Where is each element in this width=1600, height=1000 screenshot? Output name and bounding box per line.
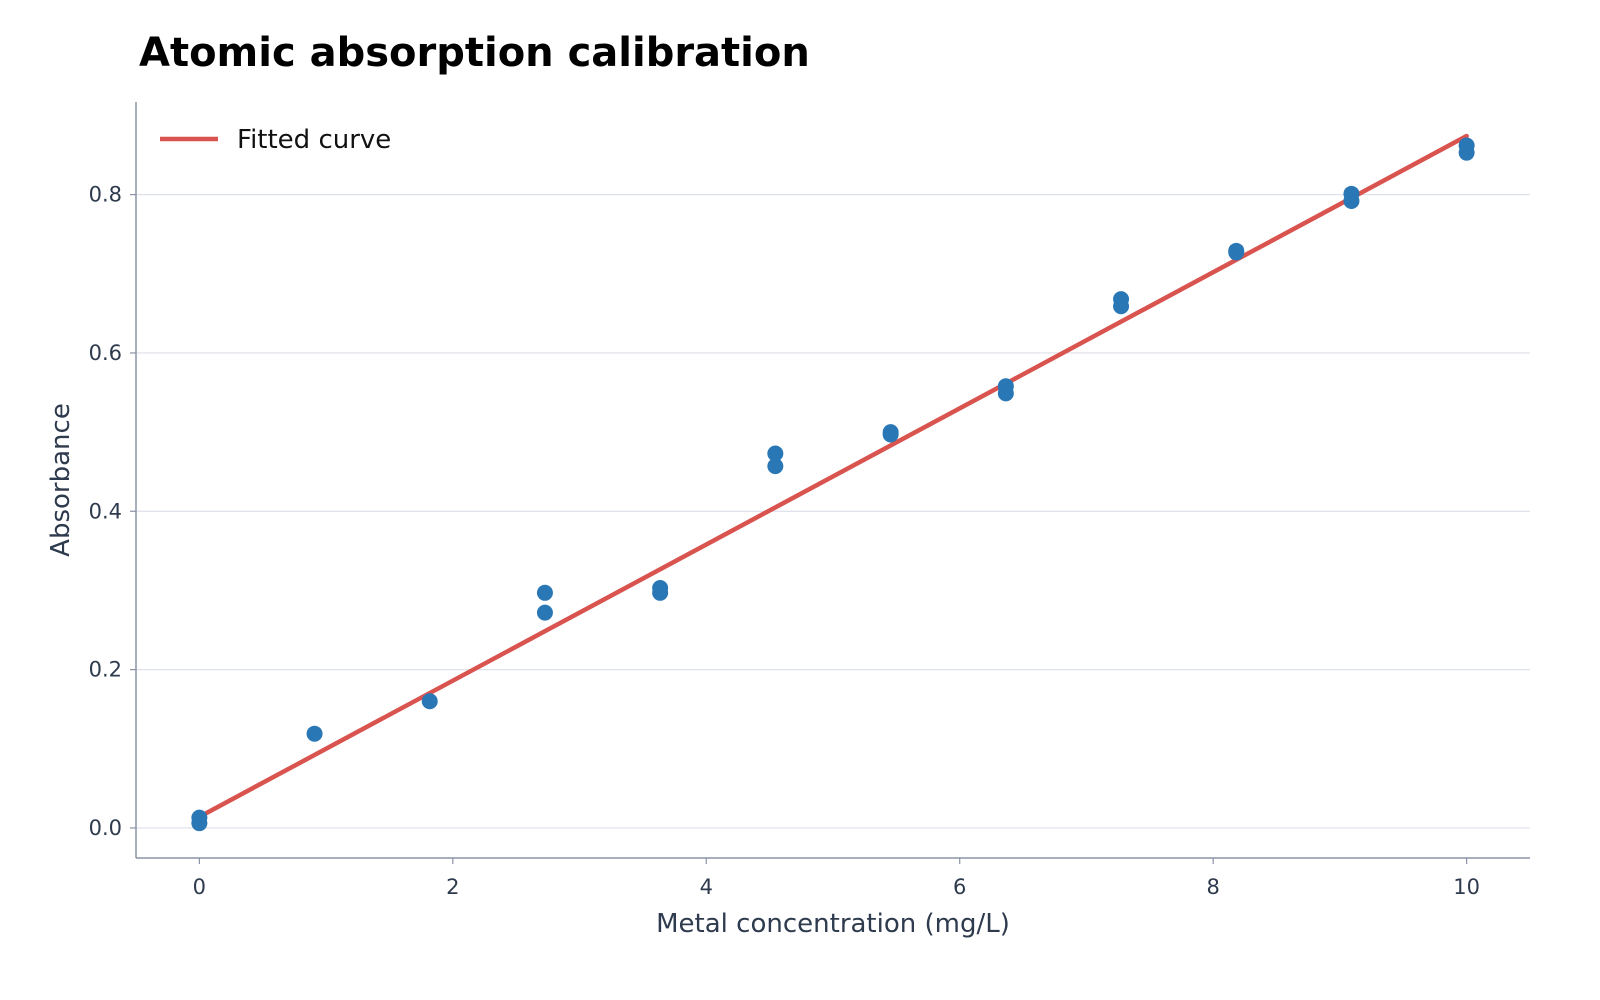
data-point [767, 458, 784, 475]
data-point [882, 426, 899, 443]
ticks: 0.0 0.2 0.4 0.6 0.8 0 2 4 6 8 10 [89, 183, 1480, 899]
data-point [652, 584, 669, 601]
x-tick-label: 0 [193, 875, 206, 899]
legend: Fitted curve [160, 125, 391, 155]
legend-label: Fitted curve [237, 125, 391, 155]
x-tick-label: 8 [1206, 875, 1219, 899]
y-axis-label: Absorbance [46, 403, 76, 557]
fitted-curve-line [197, 133, 1469, 820]
x-axis-label: Metal concentration (mg/L) [656, 909, 1010, 939]
data-point [1458, 144, 1475, 161]
data-points-layer [191, 137, 1475, 832]
axes [135, 102, 1530, 859]
data-point [1343, 192, 1360, 209]
fitted-curve-layer [197, 133, 1469, 820]
x-tick-label: 4 [700, 875, 713, 899]
data-point [421, 693, 438, 710]
x-tick-label: 10 [1453, 875, 1480, 899]
data-point [1113, 298, 1130, 315]
y-tick-label: 0.0 [89, 816, 122, 840]
data-point [536, 584, 553, 601]
grid-lines [136, 194, 1530, 829]
data-point [536, 604, 553, 621]
data-point [997, 385, 1014, 402]
x-tick-label: 2 [446, 875, 459, 899]
data-point [306, 725, 323, 742]
data-point [767, 445, 784, 462]
data-point [191, 815, 208, 832]
data-point [1228, 244, 1245, 261]
y-tick-label: 0.4 [89, 499, 122, 523]
y-tick-label: 0.6 [89, 341, 122, 365]
y-tick-label: 0.2 [89, 658, 122, 682]
x-tick-label: 6 [953, 875, 966, 899]
y-tick-label: 0.8 [89, 183, 122, 207]
chart-title: Atomic absorption calibration [139, 30, 810, 76]
